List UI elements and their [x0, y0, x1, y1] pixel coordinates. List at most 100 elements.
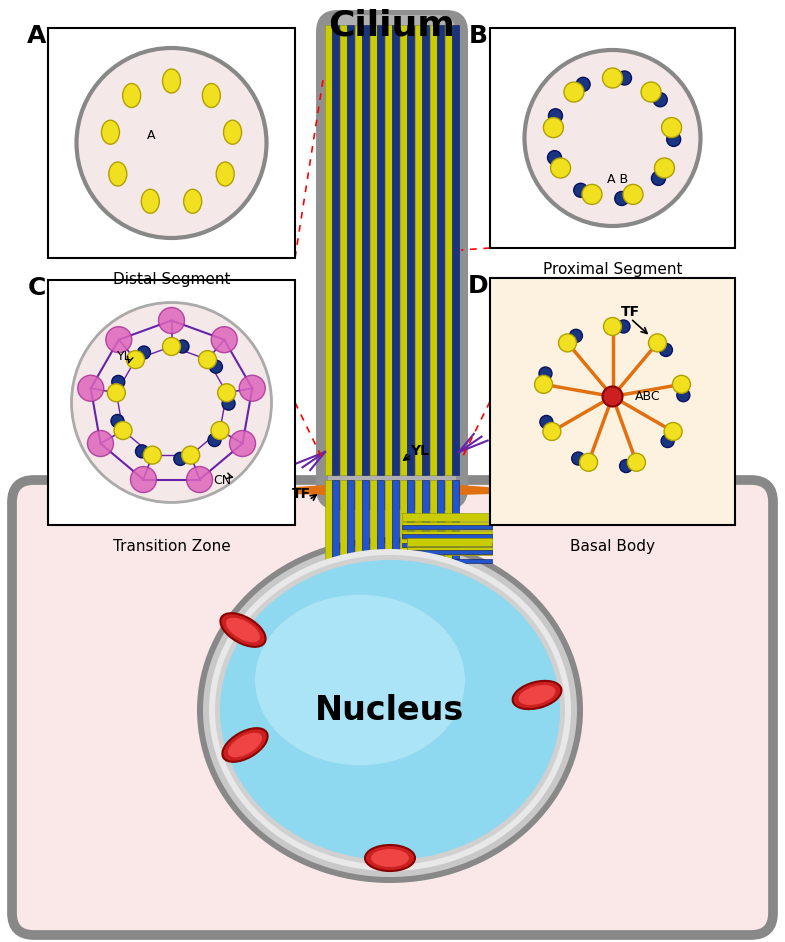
Ellipse shape [617, 320, 630, 333]
Ellipse shape [549, 108, 563, 122]
Bar [402, 525, 492, 529]
Ellipse shape [582, 185, 602, 204]
Text: Distal Segment: Distal Segment [113, 272, 230, 287]
Ellipse shape [199, 350, 217, 368]
Circle shape [211, 327, 237, 352]
Bar [370, 480, 377, 560]
Ellipse shape [111, 376, 125, 388]
Text: Proximal Segment: Proximal Segment [542, 262, 682, 277]
Bar [407, 559, 492, 563]
Ellipse shape [666, 133, 681, 146]
Bar [340, 480, 347, 560]
FancyBboxPatch shape [328, 15, 456, 510]
Ellipse shape [677, 389, 690, 401]
Bar [48, 280, 295, 525]
Bar [332, 25, 339, 475]
Ellipse shape [197, 537, 583, 883]
Circle shape [71, 302, 272, 502]
Bar [325, 480, 332, 560]
Bar [415, 480, 422, 560]
Ellipse shape [136, 445, 148, 458]
Ellipse shape [216, 162, 234, 186]
Ellipse shape [603, 68, 623, 88]
Text: Transition Zone: Transition Zone [112, 539, 230, 554]
Ellipse shape [222, 728, 268, 762]
Ellipse shape [661, 434, 674, 447]
Bar [422, 480, 429, 560]
Circle shape [239, 375, 265, 401]
Text: A: A [27, 24, 46, 48]
Bar [430, 480, 437, 560]
Text: Basal Body: Basal Body [570, 539, 655, 554]
Bar [452, 480, 459, 560]
Text: C: C [27, 276, 46, 300]
Ellipse shape [217, 383, 236, 402]
Ellipse shape [648, 333, 666, 352]
Ellipse shape [228, 733, 262, 757]
Ellipse shape [111, 414, 124, 428]
Text: TF: TF [292, 487, 311, 501]
Text: D: D [467, 274, 488, 298]
Text: Cilium: Cilium [329, 8, 455, 42]
Polygon shape [459, 485, 554, 495]
Ellipse shape [226, 618, 260, 642]
Bar [392, 25, 399, 475]
Circle shape [130, 466, 156, 493]
Ellipse shape [543, 118, 564, 138]
Ellipse shape [576, 77, 590, 91]
Ellipse shape [224, 121, 242, 144]
Bar [445, 25, 452, 475]
Ellipse shape [550, 158, 571, 178]
Ellipse shape [623, 185, 643, 204]
Circle shape [229, 430, 255, 457]
Bar [385, 25, 392, 475]
Text: Nucleus: Nucleus [316, 693, 465, 726]
Circle shape [187, 466, 213, 493]
Circle shape [76, 48, 266, 238]
Ellipse shape [211, 421, 229, 440]
Bar [325, 25, 332, 475]
Bar [407, 480, 414, 560]
Ellipse shape [619, 460, 633, 473]
Text: ABC: ABC [634, 389, 660, 402]
Bar [430, 25, 437, 475]
Bar [407, 547, 492, 555]
Ellipse shape [184, 189, 202, 213]
Bar [48, 28, 295, 258]
Ellipse shape [604, 317, 622, 335]
Bar [407, 25, 414, 475]
Ellipse shape [574, 184, 588, 197]
Bar [362, 480, 369, 560]
Ellipse shape [659, 344, 673, 356]
Circle shape [159, 307, 184, 333]
Ellipse shape [210, 360, 222, 373]
Ellipse shape [141, 189, 159, 213]
Text: B: B [469, 24, 488, 48]
Bar [490, 28, 735, 248]
Bar [402, 513, 492, 521]
Circle shape [87, 430, 114, 457]
Bar [402, 534, 492, 538]
Bar [422, 25, 429, 475]
Circle shape [106, 327, 132, 352]
Ellipse shape [543, 423, 560, 441]
Circle shape [524, 50, 700, 226]
Bar [437, 25, 444, 475]
Bar [407, 538, 492, 546]
Ellipse shape [203, 84, 221, 107]
Ellipse shape [221, 613, 265, 647]
Bar [407, 550, 492, 554]
Polygon shape [230, 485, 325, 495]
Bar [400, 480, 407, 560]
Ellipse shape [215, 555, 565, 865]
Bar [370, 25, 377, 475]
Bar [452, 25, 459, 475]
Ellipse shape [579, 453, 597, 471]
Text: A B: A B [607, 173, 628, 186]
Ellipse shape [126, 350, 144, 368]
Ellipse shape [209, 549, 571, 871]
Bar [437, 480, 444, 560]
Ellipse shape [181, 447, 199, 464]
Ellipse shape [569, 330, 582, 342]
Ellipse shape [114, 421, 132, 440]
